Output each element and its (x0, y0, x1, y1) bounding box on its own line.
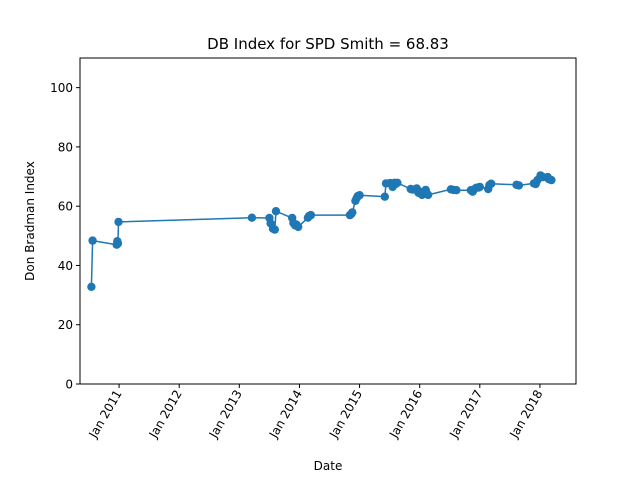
plot-area (87, 171, 556, 291)
y-tick-label: 40 (58, 259, 73, 273)
y-tick-label: 80 (58, 140, 73, 154)
x-tick-label: Jan 2016 (386, 388, 425, 442)
data-point (487, 179, 496, 188)
data-point (380, 192, 389, 201)
data-point (113, 239, 123, 248)
y-tick-label: 60 (58, 200, 73, 214)
data-point (270, 225, 279, 234)
x-tick-label: Jan 2011 (86, 388, 125, 442)
data-point (514, 181, 524, 190)
chart-title: DB Index for SPD Smith = 68.83 (207, 35, 449, 53)
y-tick-label: 100 (50, 81, 73, 95)
x-tick-label: Jan 2013 (206, 388, 245, 442)
x-tick-label: Jan 2015 (326, 388, 365, 442)
x-tick-label: Jan 2018 (506, 388, 545, 442)
data-point (423, 190, 433, 200)
data-point (271, 207, 281, 216)
data-point (475, 182, 484, 192)
data-point (114, 217, 123, 227)
y-axis: 0 20 40 60 80 100 (50, 81, 80, 392)
y-axis-label: Don Bradman Index (23, 161, 37, 281)
plot-frame (79, 57, 577, 385)
data-point (294, 222, 303, 232)
y-tick-label: 0 (65, 378, 73, 392)
data-point (547, 175, 556, 185)
data-point (452, 186, 461, 195)
x-tick-label: Jan 2014 (266, 388, 305, 442)
x-tick-label: Jan 2012 (146, 388, 185, 442)
x-tick-label: Jan 2017 (446, 387, 485, 441)
x-axis: Jan 2011 Jan 2012 Jan 2013 Jan 2014 Jan 2015… (86, 384, 546, 441)
x-axis-label: Date (314, 459, 343, 473)
data-point (306, 210, 316, 220)
data-point (355, 191, 364, 200)
data-point (88, 236, 97, 245)
data-point (87, 282, 96, 291)
y-tick-label: 20 (58, 318, 73, 332)
data-point (348, 208, 357, 217)
series-line (90, 174, 552, 287)
data-point (247, 213, 257, 222)
data-point (393, 178, 402, 187)
